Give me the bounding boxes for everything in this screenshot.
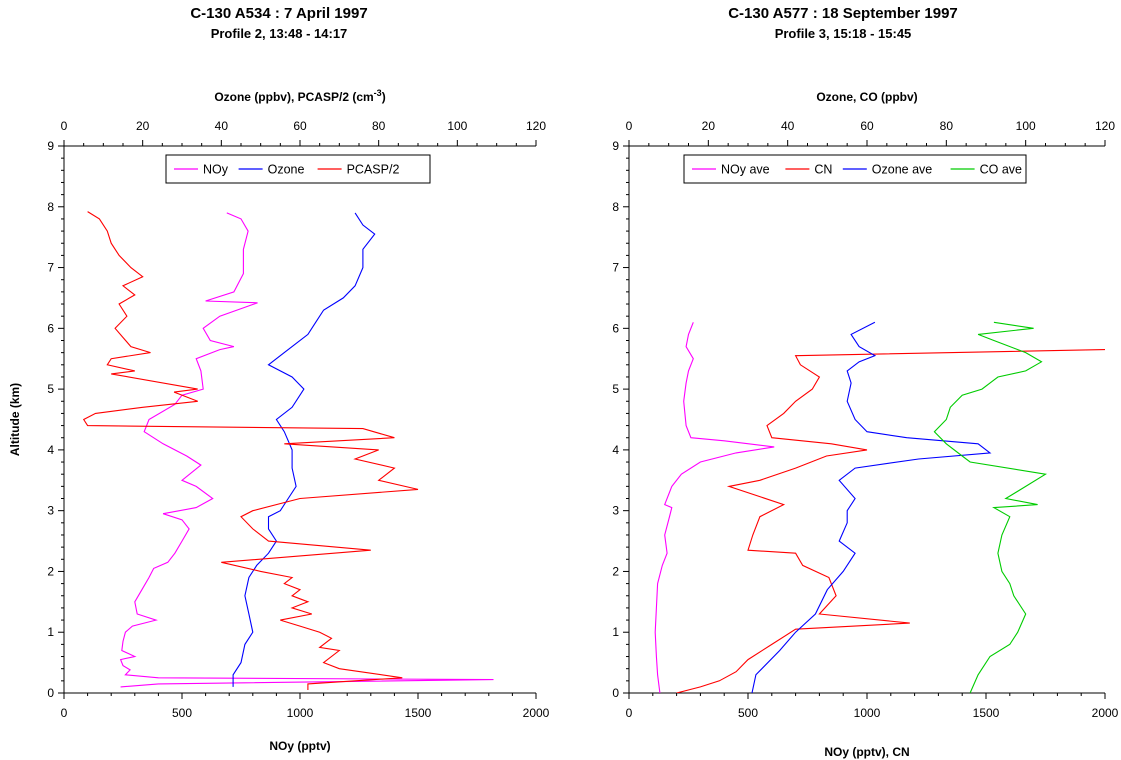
x-top-tick-label: 40 — [781, 119, 795, 133]
x-bottom-tick-label: 1000 — [854, 706, 881, 720]
x-top-tick-label: 40 — [215, 119, 229, 133]
chart-title: C-130 A534 : 7 April 1997 — [190, 5, 367, 22]
x-bottom-tick-label: 0 — [61, 706, 68, 720]
y-tick-label: 9 — [47, 139, 54, 153]
y-tick-label: 6 — [47, 321, 54, 335]
y-tick-label: 5 — [612, 382, 619, 396]
x-top-tick-label: 20 — [136, 119, 150, 133]
x-top-tick-label: 0 — [61, 119, 68, 133]
x-top-tick-label: 20 — [702, 119, 716, 133]
y-tick-label: 4 — [612, 443, 619, 457]
x-bottom-tick-label: 2000 — [523, 706, 550, 720]
x-top-tick-label: 120 — [526, 119, 546, 133]
chart-panel-2: C-130 A577 : 18 September 1997 Profile 3,… — [612, 5, 1118, 759]
y-tick-label: 8 — [612, 200, 619, 214]
y-tick-label: 3 — [47, 504, 54, 518]
y-tick-label: 5 — [47, 382, 54, 396]
y-tick-label: 7 — [47, 261, 54, 275]
y-tick-label: 4 — [47, 443, 54, 457]
x-bottom-tick-label: 1500 — [405, 706, 432, 720]
x-top-axis-label: Ozone, CO (ppbv) — [816, 90, 917, 104]
legend-label: PCASP/2 — [347, 163, 400, 177]
chart-panel-1: C-130 A534 : 7 April 1997 Profile 2, 13:4… — [8, 5, 550, 753]
x-top-tick-label: 60 — [860, 119, 874, 133]
legend-label: NOy — [203, 163, 229, 177]
series-line-noy — [119, 212, 494, 688]
series-line-pcasp-2 — [82, 211, 419, 690]
y-tick-label: 0 — [612, 686, 619, 700]
x-top-axis-label-main: Ozone (ppbv), PCASP/2 (cm — [214, 90, 373, 104]
y-tick-label: 2 — [47, 564, 54, 578]
series-line-ozone-ave — [751, 321, 992, 693]
y-tick-label: 1 — [612, 625, 619, 639]
y-tick-label: 3 — [612, 504, 619, 518]
chart-subtitle: Profile 2, 13:48 - 14:17 — [211, 26, 348, 41]
y-tick-label: 7 — [612, 261, 619, 275]
series-line-ozone — [232, 212, 376, 687]
y-tick-label: 2 — [612, 564, 619, 578]
series-line-cn — [676, 349, 1105, 693]
legend-label: Ozone ave — [872, 163, 933, 177]
y-tick-label: 8 — [47, 200, 54, 214]
legend: NOy Ozone PCASP/2 — [165, 154, 431, 184]
x-bottom-axis-label: NOy (pptv) — [269, 739, 330, 753]
x-top-tick-label: 80 — [372, 119, 386, 133]
x-bottom-tick-label: 0 — [626, 706, 633, 720]
chart-subtitle: Profile 3, 15:18 - 15:45 — [775, 26, 912, 41]
x-top-tick-label: 80 — [940, 119, 954, 133]
y-axis-label: Altitude (km) — [8, 383, 22, 456]
legend: NOy ave CN Ozone ave CO ave — [683, 154, 1027, 184]
x-bottom-tick-label: 1500 — [973, 706, 1000, 720]
x-top-tick-label: 60 — [293, 119, 307, 133]
x-bottom-tick-label: 2000 — [1092, 706, 1119, 720]
x-bottom-tick-label: 1000 — [287, 706, 314, 720]
x-top-axis-label: Ozone (ppbv), PCASP/2 (cm-3) — [214, 88, 385, 104]
x-top-tick-label: 100 — [447, 119, 467, 133]
x-top-tick-label: 100 — [1016, 119, 1036, 133]
legend-label: Ozone — [268, 163, 305, 177]
legend-label: CN — [814, 163, 832, 177]
x-top-axis-label-superscript: -3 — [374, 88, 382, 98]
x-top-axis-label-end: ) — [382, 90, 386, 104]
chart-title: C-130 A577 : 18 September 1997 — [728, 5, 958, 22]
legend-box — [165, 154, 431, 184]
y-tick-label: 9 — [612, 139, 619, 153]
legend-label: NOy ave — [721, 163, 770, 177]
x-top-tick-label: 0 — [626, 119, 633, 133]
series-line-co-ave — [933, 321, 1048, 693]
series-line-noy-ave — [654, 322, 775, 693]
x-bottom-tick-label: 500 — [172, 706, 192, 720]
x-top-tick-label: 120 — [1095, 119, 1115, 133]
y-tick-label: 0 — [47, 686, 54, 700]
y-tick-label: 1 — [47, 625, 54, 639]
x-bottom-axis-label: NOy (pptv), CN — [824, 745, 909, 759]
y-tick-label: 6 — [612, 321, 619, 335]
legend-label: CO ave — [980, 163, 1022, 177]
x-bottom-tick-label: 500 — [738, 706, 758, 720]
